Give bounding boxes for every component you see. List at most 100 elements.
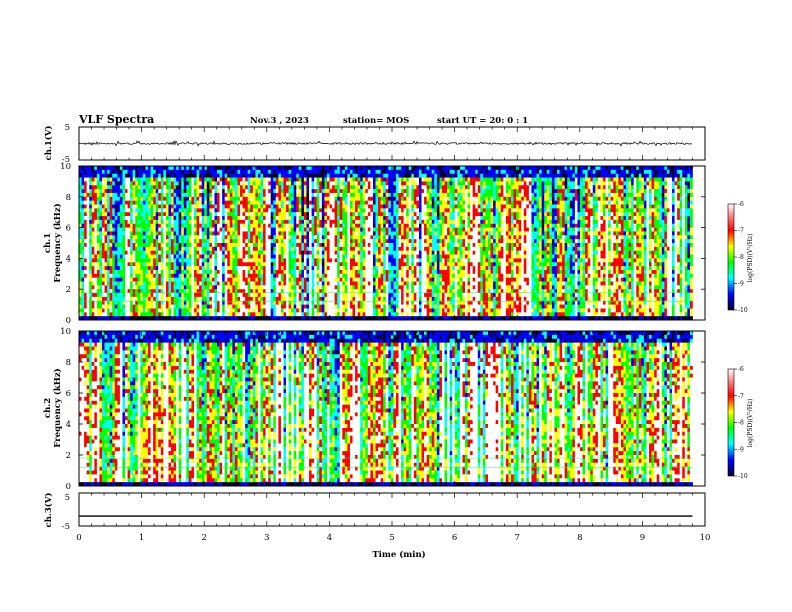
- spectrogram-cell: [117, 227, 121, 232]
- spectrogram-cell: [273, 293, 277, 298]
- spectrogram-cell: [222, 312, 226, 317]
- spectrogram-cell: [355, 200, 358, 205]
- spectrogram-cell: [357, 296, 361, 302]
- spectrogram-cell: [165, 262, 169, 267]
- spectrogram-cell: [357, 185, 361, 190]
- spectrogram-cell: [186, 293, 190, 298]
- spectrogram-cell: [390, 200, 394, 205]
- spectrogram-cell: [329, 254, 333, 259]
- spectrogram-cell: [119, 312, 123, 317]
- spectrogram-cell: [324, 204, 328, 209]
- spectrogram-cell: [186, 208, 190, 213]
- spectrogram-cell: [337, 304, 341, 309]
- spectrogram-cell: [153, 231, 156, 236]
- spectrogram-cell: [321, 285, 325, 290]
- spectrogram-cell: [155, 273, 159, 278]
- spectrogram-cell: [286, 216, 289, 221]
- spectrogram-cell: [219, 166, 223, 171]
- spectrogram-cell: [288, 300, 292, 305]
- spectrogram-cell: [265, 254, 269, 259]
- spectrogram-cell: [385, 304, 389, 309]
- spectrogram-cell: [349, 246, 353, 251]
- spectrogram-cell: [145, 243, 149, 248]
- spectrogram-cell: [114, 243, 118, 248]
- spectrogram-cell: [153, 300, 156, 305]
- spectrogram-cell: [188, 285, 192, 290]
- spectrogram-cell: [349, 285, 353, 290]
- spectrogram-cell: [288, 266, 292, 271]
- spectrogram-cell: [309, 281, 312, 286]
- spectrogram-cell: [344, 293, 348, 298]
- spectrogram-cell: [334, 173, 338, 178]
- spectrogram-cell: [137, 212, 141, 217]
- spectrogram-cell: [268, 212, 272, 217]
- spectrogram-cell: [171, 239, 174, 244]
- spectrogram-cell: [222, 243, 226, 248]
- spectrogram-cell: [234, 204, 238, 209]
- spectrogram-cell: [390, 231, 394, 236]
- spectrogram-cell: [347, 227, 351, 232]
- spectrogram-cell: [160, 227, 164, 232]
- spectrogram-cell: [214, 177, 218, 182]
- spectrogram-cell: [186, 177, 190, 182]
- spectrogram-cell: [181, 246, 185, 251]
- spectrogram-cell: [378, 177, 381, 182]
- spectrogram-cell: [178, 189, 182, 194]
- spectrogram-cell: [337, 316, 341, 320]
- spectrogram-cell: [321, 273, 325, 278]
- spectrogram-cell: [117, 223, 121, 228]
- spectrogram-cell: [306, 258, 310, 263]
- spectrogram-cell: [296, 273, 300, 278]
- spectrogram-cell: [155, 300, 159, 305]
- spectrogram-cell: [227, 239, 231, 244]
- spectrogram-cell: [117, 296, 121, 302]
- spectrogram-cell: [199, 243, 202, 248]
- spectrogram-cell: [260, 173, 264, 178]
- spectrogram-cell: [114, 227, 118, 232]
- spectrogram-cell: [135, 185, 139, 190]
- spectrogram-cell: [291, 204, 295, 209]
- spectrogram-cell: [194, 300, 197, 305]
- spectrogram-cell: [127, 269, 131, 275]
- spectrogram-cell: [357, 246, 361, 251]
- spectrogram-cell: [319, 239, 323, 244]
- spectrogram-cell: [94, 296, 98, 302]
- spectrogram-cell: [155, 304, 159, 309]
- spectrogram-cell: [178, 273, 182, 278]
- spectrogram-cell: [240, 250, 243, 255]
- spectrogram-cell: [280, 235, 284, 240]
- spectrogram-cell: [81, 219, 85, 225]
- spectrogram-cell: [181, 227, 185, 232]
- spectrogram-cell: [257, 208, 261, 213]
- spectrogram-cell: [329, 166, 333, 171]
- spectrogram-cell: [349, 227, 353, 232]
- spectrogram-cell: [150, 200, 154, 205]
- spectrogram-cell: [250, 300, 254, 305]
- spectrogram-cell: [81, 208, 85, 213]
- spectrogram-cell: [242, 169, 246, 174]
- spectrogram-cell: [332, 254, 335, 259]
- spectrogram-cell: [286, 281, 289, 286]
- spectrogram-cell: [232, 227, 236, 232]
- spectrogram-cell: [332, 173, 335, 178]
- spectrogram-cell: [206, 273, 210, 278]
- spectrogram-cell: [306, 308, 310, 313]
- spectrogram-cell: [360, 312, 364, 317]
- spectrogram-cell: [303, 169, 307, 174]
- spectrogram-cell: [296, 289, 300, 294]
- spectrogram-cell: [122, 189, 126, 194]
- spectrogram-cell: [283, 192, 287, 198]
- spectrogram-cell: [280, 250, 284, 255]
- spectrogram-cell: [99, 185, 103, 190]
- spectrogram-cell: [99, 169, 103, 174]
- spectrogram-cell: [150, 277, 154, 282]
- spectrogram-cell: [96, 239, 100, 244]
- spectrogram-cell: [214, 273, 218, 278]
- spectrogram-cell: [227, 316, 231, 320]
- spectrogram-cell: [188, 216, 192, 221]
- spectrogram-cell: [229, 273, 233, 278]
- spectrogram-cell: [321, 181, 325, 186]
- spectrogram-cell: [296, 235, 300, 240]
- spectrogram-cell: [339, 204, 343, 209]
- spectrogram-cell: [112, 200, 116, 205]
